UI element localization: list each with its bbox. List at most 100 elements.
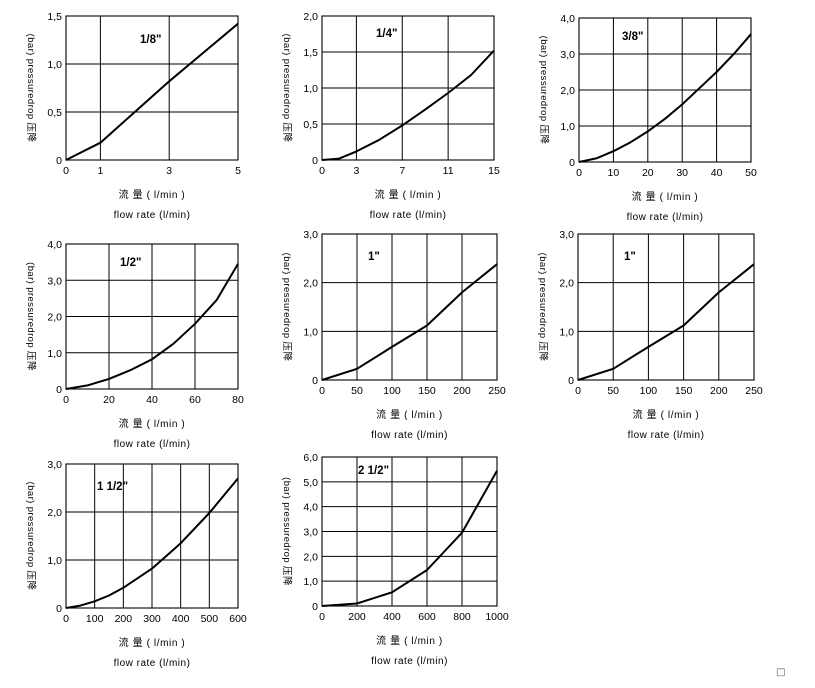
x-tick-label: 200: [115, 613, 133, 625]
chart-title: 2 1/2": [358, 465, 389, 477]
y-tick-label: 4,0: [303, 502, 318, 514]
x-axis-label-en: flow rate (l/min): [114, 210, 191, 221]
x-axis-label-cn: 流 量 ( l/min ): [119, 636, 186, 649]
x-axis-label-cn: 流 量 ( l/min ): [632, 190, 699, 203]
y-tick-label: 6,0: [303, 452, 318, 464]
y-tick-label: 4,0: [47, 239, 62, 251]
x-axis-label-cn: 流 量 ( l/min ): [376, 408, 443, 421]
y-tick-label: 3,0: [559, 229, 574, 241]
y-tick-label: 4,0: [560, 13, 575, 25]
y-axis-label: (bar) pressuredrop 压降: [281, 34, 293, 143]
y-tick-label: 1,0: [560, 121, 575, 133]
y-axis-label: (bar) pressuredrop 压降: [25, 482, 37, 591]
chart-2: 0 3 7 11 15 0 0,5 1,0 1,5 2,0 1/4" (bar) pressuredr…: [281, 11, 500, 221]
x-axis-label-cn: 流 量 ( l/min ): [375, 188, 442, 201]
chart-title: 3/8": [622, 31, 643, 43]
x-tick-label: 600: [418, 611, 436, 623]
y-tick-label: 0: [56, 155, 62, 167]
x-tick-label: 20: [103, 394, 115, 406]
y-tick-label: 2,0: [559, 278, 574, 290]
x-axis-label-cn: 流 量 ( l/min ): [119, 417, 186, 430]
x-axis-label-cn: 流 量 ( l/min ): [119, 188, 186, 201]
y-tick-label: 0: [312, 601, 318, 613]
x-tick-label: 40: [146, 394, 158, 406]
x-tick-label: 11: [443, 165, 454, 177]
x-tick-label: 0: [63, 394, 69, 406]
x-tick-label: 300: [143, 613, 161, 625]
x-tick-label: 5: [235, 165, 241, 177]
x-tick-label: 250: [488, 385, 506, 397]
x-tick-label: 1: [97, 165, 103, 177]
x-tick-label: 3: [166, 165, 172, 177]
x-tick-label: 40: [711, 167, 723, 179]
x-tick-label: 7: [399, 165, 405, 177]
chart-8: 0 200 400 600 800 1000 0 1,0 2,0 3,0 4,0 5,0 6,0 2 1/…: [281, 452, 509, 667]
x-tick-label: 400: [172, 613, 190, 625]
y-axis-label: (bar) pressuredrop 压降: [281, 477, 293, 586]
y-tick-label: 3,0: [47, 275, 62, 287]
x-axis-label-cn: 流 量 ( l/min ): [376, 634, 443, 647]
y-axis-label: (bar) pressuredrop 压降: [25, 34, 37, 143]
y-tick-label: 1,0: [303, 576, 318, 588]
x-tick-label: 60: [189, 394, 201, 406]
x-tick-label: 30: [676, 167, 688, 179]
chart-3: 0 10 20 30 40 50 0 1,0 2,0 3,0 4,0 3/8" (bar) pressu…: [538, 13, 757, 223]
chart-4: 0 20 40 60 80 0 1,0 2,0 3,0 4,0 1/2" (bar) pressure…: [25, 239, 244, 450]
x-tick-label: 0: [63, 613, 69, 625]
chart-title: 1 1/2": [97, 481, 128, 493]
x-tick-label: 50: [351, 385, 363, 397]
x-tick-label: 200: [453, 385, 471, 397]
y-tick-label: 1,0: [303, 83, 318, 95]
x-axis-label-en: flow rate (l/min): [114, 439, 191, 450]
series-line: [577, 263, 755, 381]
plot-frame: [321, 15, 495, 161]
x-axis-label-en: flow rate (l/min): [628, 430, 705, 441]
x-tick-label: 150: [418, 385, 436, 397]
x-axis-label-en: flow rate (l/min): [371, 656, 448, 667]
chart-title: 1": [624, 251, 636, 263]
y-tick-label: 2,0: [47, 312, 62, 324]
x-tick-label: 600: [229, 613, 247, 625]
x-tick-label: 100: [86, 613, 104, 625]
series-line: [578, 33, 752, 163]
x-tick-label: 150: [675, 385, 693, 397]
y-axis-label: (bar) pressuredrop 压降: [537, 253, 549, 362]
x-tick-label: 800: [453, 611, 471, 623]
x-tick-label: 0: [319, 611, 325, 623]
y-tick-label: 3,0: [47, 459, 62, 471]
chart-title: 1/8": [140, 34, 161, 46]
plot-frame: [577, 233, 755, 381]
y-tick-label: 0: [56, 384, 62, 396]
y-axis-label: (bar) pressuredrop 压降: [538, 36, 550, 145]
y-tick-label: 5,0: [303, 477, 318, 489]
y-tick-label: 2,0: [47, 507, 62, 519]
y-tick-label: 2,0: [303, 278, 318, 290]
series-line: [65, 22, 239, 161]
x-tick-label: 0: [576, 167, 582, 179]
series-line: [321, 470, 498, 607]
x-tick-label: 15: [488, 165, 500, 177]
plot-frame: [65, 463, 239, 609]
x-tick-label: 0: [575, 385, 581, 397]
x-tick-label: 200: [348, 611, 366, 623]
x-tick-label: 400: [383, 611, 401, 623]
y-tick-label: 1,5: [47, 11, 62, 23]
plot-frame: [321, 456, 498, 607]
footnote-box: □: [776, 667, 786, 678]
chart-5: 0 50 100 150 200 250 0 1,0 2,0 3,0 1" (bar) pressur…: [281, 229, 506, 441]
series-line: [321, 263, 498, 381]
x-tick-label: 0: [319, 165, 325, 177]
x-tick-label: 100: [640, 385, 658, 397]
x-axis-label-en: flow rate (l/min): [370, 210, 447, 221]
y-tick-label: 1,0: [559, 326, 574, 338]
y-tick-label: 0: [568, 375, 574, 387]
chart-title: 1/2": [120, 257, 141, 269]
x-axis-label-en: flow rate (l/min): [114, 658, 191, 669]
y-tick-label: 1,5: [303, 47, 318, 59]
y-tick-label: 0: [569, 157, 575, 169]
y-tick-label: 2,0: [560, 85, 575, 97]
x-tick-label: 10: [608, 167, 620, 179]
y-tick-label: 0: [312, 375, 318, 387]
y-tick-label: 3,0: [560, 49, 575, 61]
plot-frame: [65, 15, 239, 161]
